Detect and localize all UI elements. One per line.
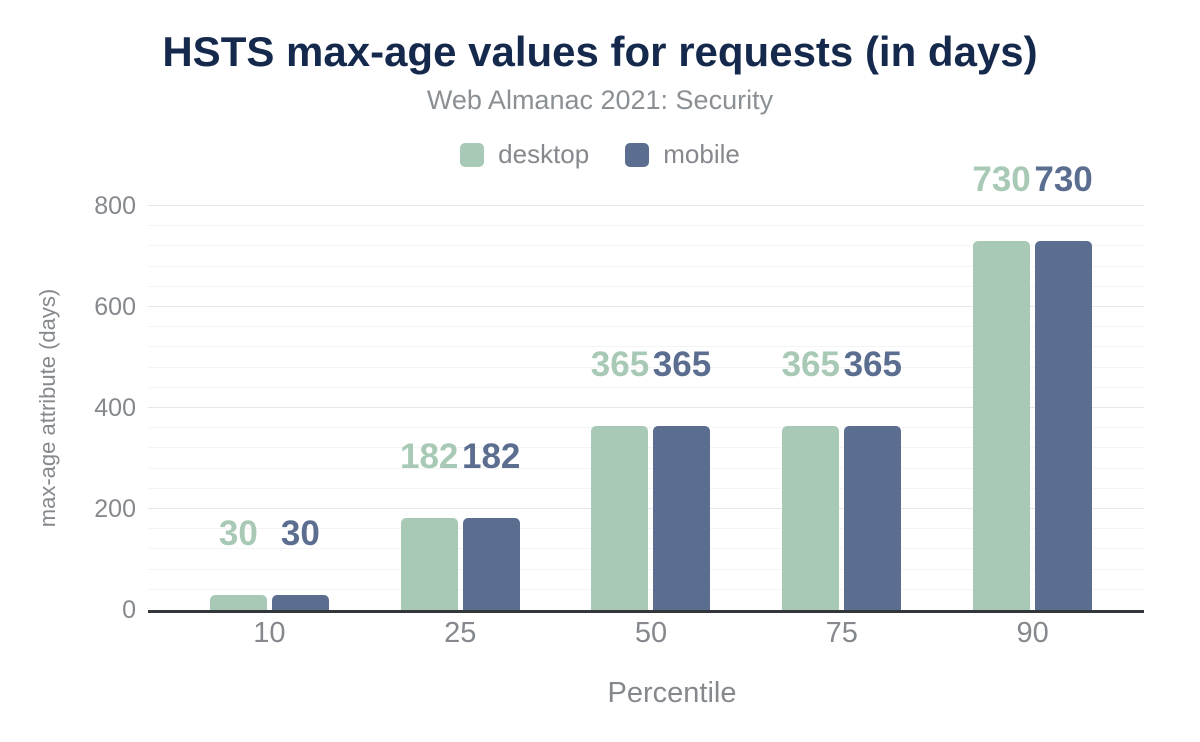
bar-desktop-p25 [400, 518, 458, 610]
minor-gridline [148, 366, 1144, 368]
x-tick-label: 75 [825, 617, 858, 649]
bar-pair: 365 365 [591, 347, 711, 610]
bar-mobile-p90 [1035, 241, 1093, 610]
bar-value-label-desktop-p50: 365 [590, 344, 650, 384]
legend: desktop mobile [0, 139, 1200, 170]
y-tick-label: 400 [94, 394, 136, 422]
major-gridline [148, 306, 1144, 307]
x-tick-label: 50 [634, 617, 668, 649]
y-tick-label: 0 [122, 596, 136, 624]
legend-label-desktop: desktop [498, 139, 590, 169]
bar-groups: 30 30 182 182 365 365 365 365 730 730 [174, 162, 1128, 610]
bar-pair: 365 365 [782, 347, 902, 610]
bar-pair: 182 182 [400, 439, 520, 610]
minor-gridline [148, 346, 1144, 348]
bar-group-10: 30 30 [174, 206, 365, 610]
bar-value-label-mobile-p90: 730 [1034, 160, 1093, 200]
bar-value-label-desktop-p90: 730 [972, 160, 1031, 200]
legend-label-mobile: mobile [663, 139, 740, 169]
bar-group-90: 730 730 [937, 162, 1128, 610]
minor-gridline [148, 245, 1144, 247]
y-tick-label: 600 [94, 293, 136, 321]
bar-mobile-p10 [271, 594, 329, 610]
bar-group-50: 365 365 [556, 206, 747, 610]
y-tick-label: 200 [94, 495, 136, 523]
x-axis-ticks: 10 25 50 75 90 [174, 617, 1128, 650]
bar-pair: 30 30 [209, 516, 329, 610]
x-tick-label: 90 [1016, 617, 1049, 649]
bar-desktop-p10 [209, 594, 267, 610]
bar-desktop-p75 [782, 425, 840, 610]
y-tick-label: 800 [94, 192, 136, 220]
x-tick-label: 25 [444, 617, 477, 649]
x-tick-label: 10 [253, 617, 286, 649]
bar-value-label-mobile-p10: 30 [280, 513, 320, 553]
minor-gridline [148, 225, 1144, 227]
chart-title: HSTS max-age values for requests (in day… [162, 28, 1038, 75]
major-gridline [148, 407, 1144, 408]
major-gridline [148, 205, 1144, 206]
legend-item-desktop: desktop [460, 139, 589, 170]
bar-mobile-p75 [844, 425, 902, 610]
bar-desktop-p50 [591, 425, 649, 610]
chart-subtitle: Web Almanac 2021: Security [426, 85, 774, 115]
plot-area: 30 30 182 182 365 365 365 365 730 730 [148, 162, 1144, 613]
bar-value-label-mobile-p50: 365 [652, 344, 712, 384]
x-axis-title: Percentile [607, 677, 737, 709]
bar-pair: 730 730 [972, 162, 1093, 610]
bar-mobile-p25 [462, 518, 520, 610]
bar-value-label-mobile-p75: 365 [843, 344, 902, 384]
bar-value-label-desktop-p25: 182 [399, 437, 459, 477]
minor-gridline [148, 265, 1144, 267]
bar-group-75: 365 365 [746, 206, 937, 610]
bar-value-label-desktop-p75: 365 [781, 344, 840, 384]
legend-item-mobile: mobile [625, 139, 740, 170]
minor-gridline [148, 386, 1144, 388]
y-axis-ticks: 0 200 400 600 800 [0, 192, 136, 624]
bar-desktop-p90 [973, 241, 1031, 610]
bar-value-label-desktop-p10: 30 [218, 513, 258, 553]
legend-swatch-desktop [460, 142, 485, 167]
legend-swatch-mobile [625, 142, 650, 167]
minor-gridline [148, 285, 1144, 287]
bar-value-label-mobile-p25: 182 [461, 437, 521, 477]
minor-gridline [148, 326, 1144, 328]
bar-mobile-p50 [653, 425, 711, 610]
bar-group-25: 182 182 [365, 206, 556, 610]
